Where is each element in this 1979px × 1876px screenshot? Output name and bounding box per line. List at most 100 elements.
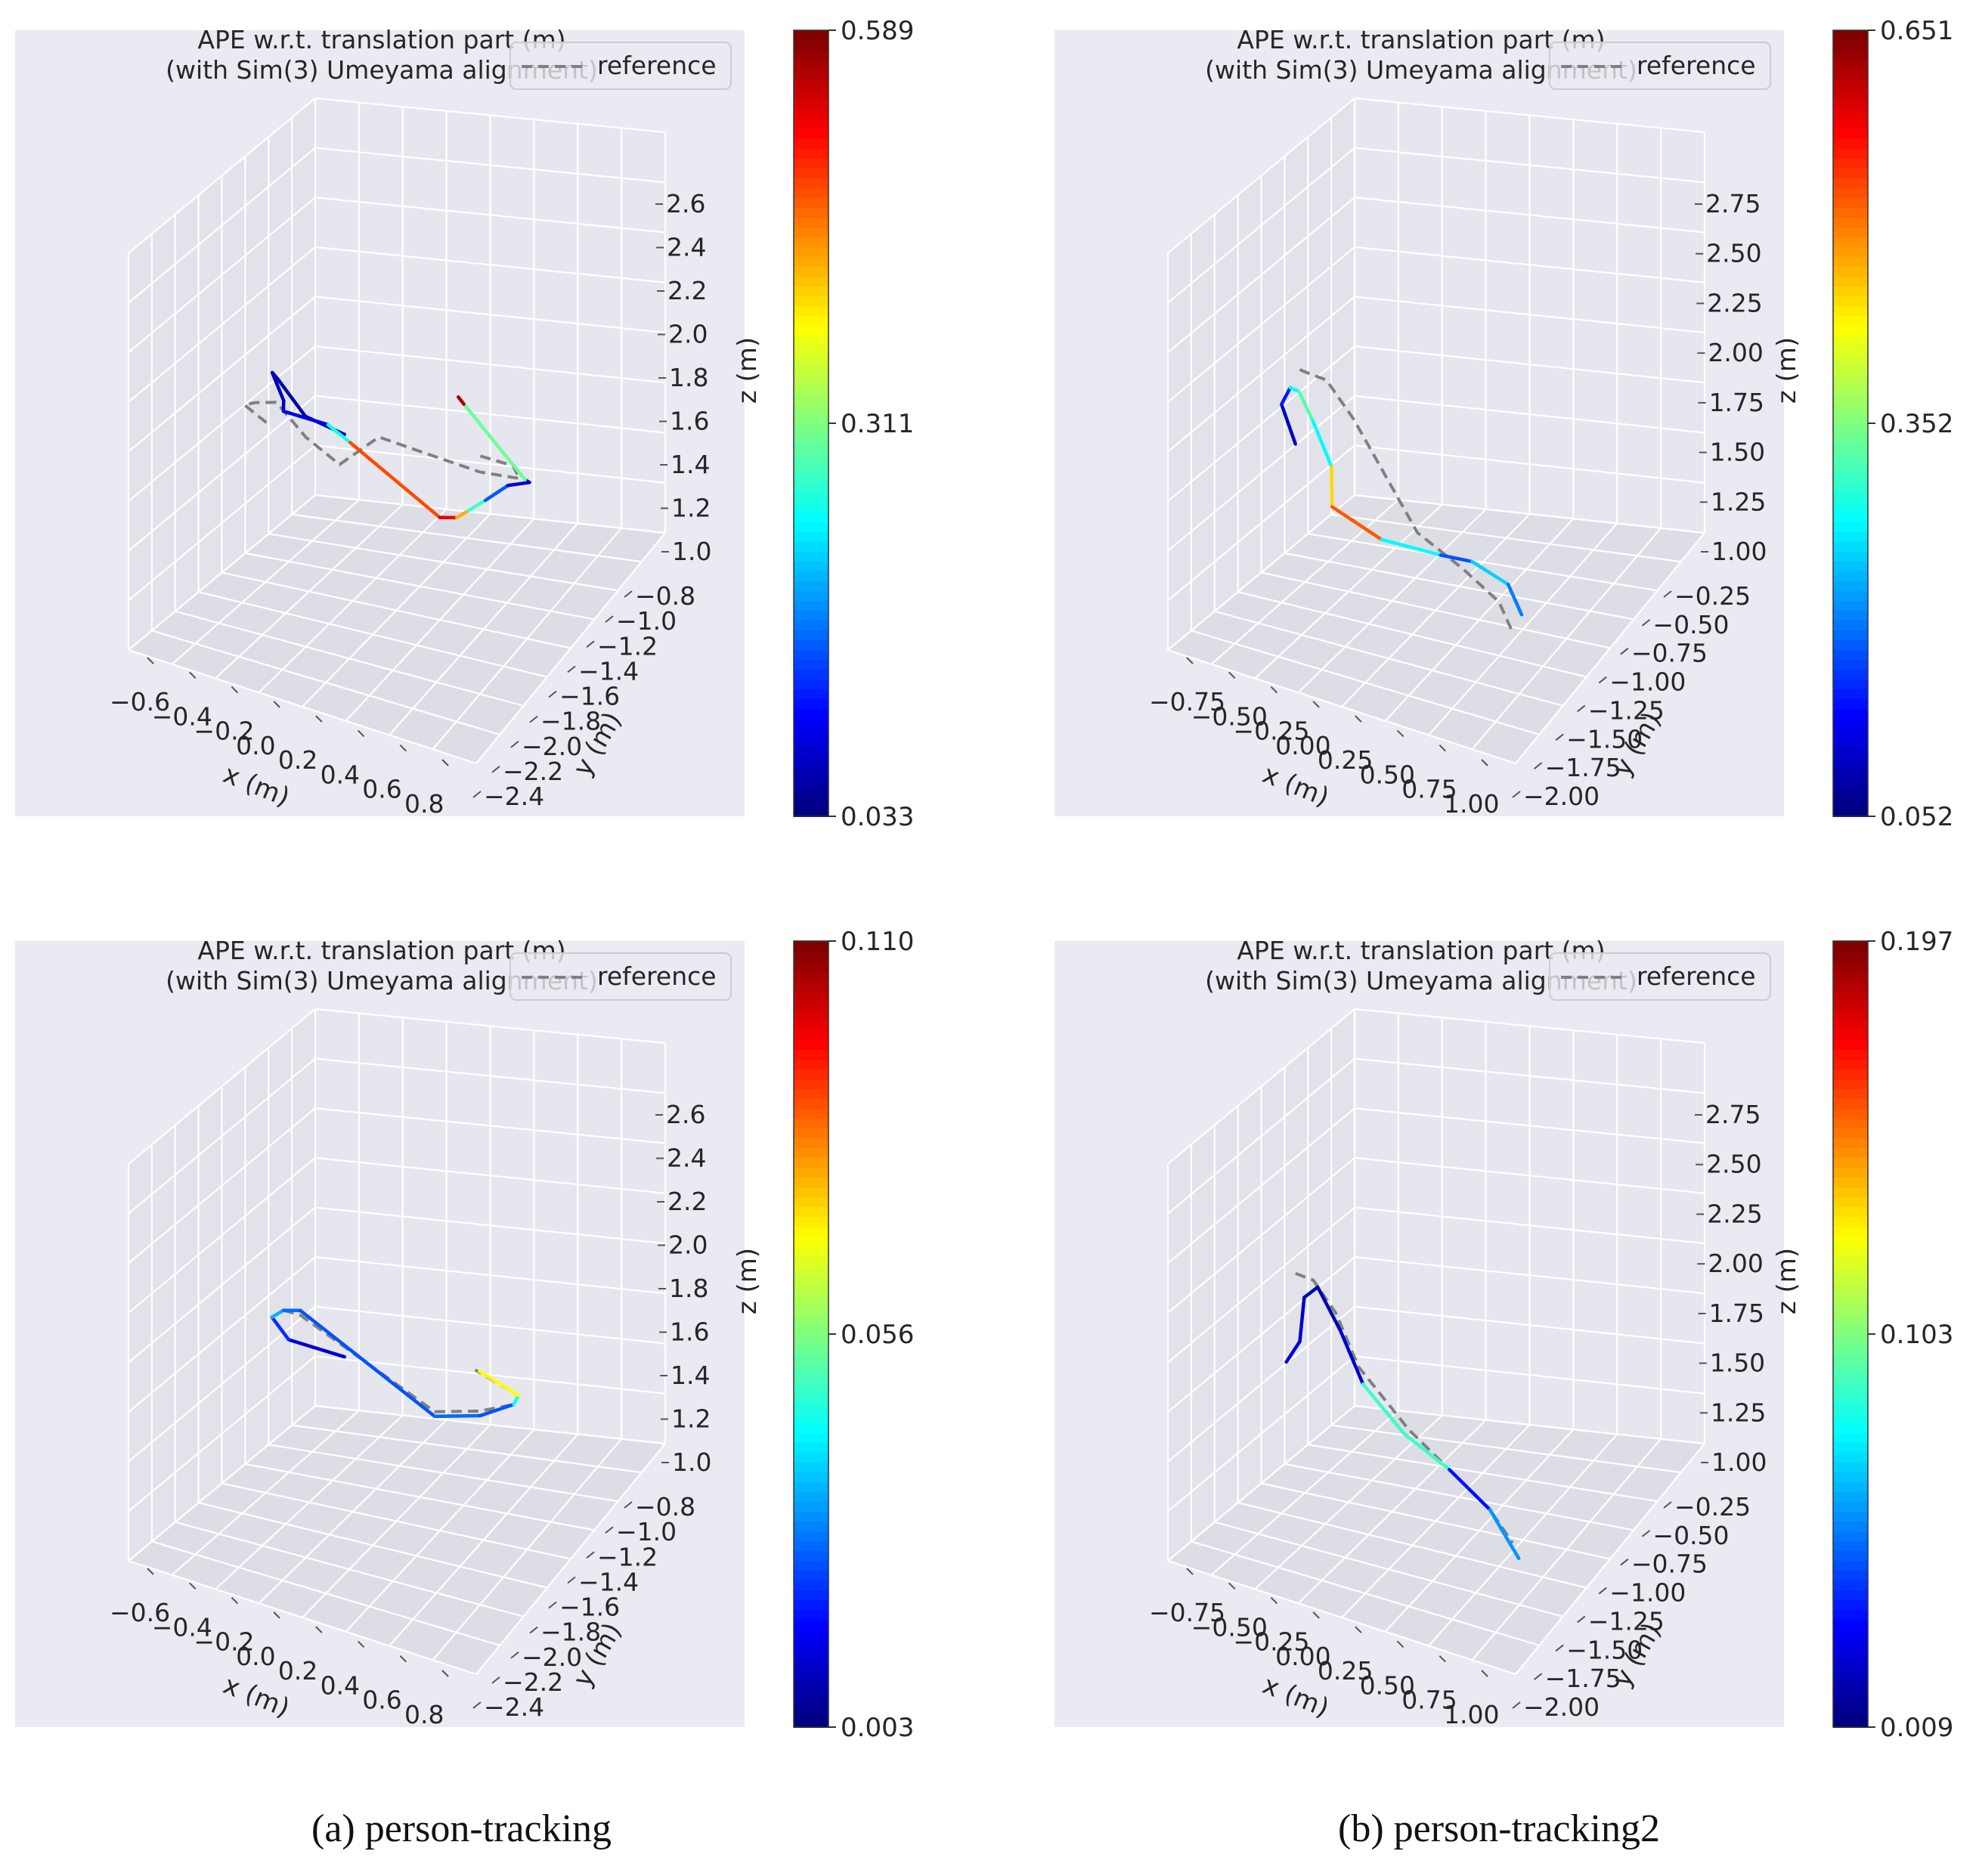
colorbar-band	[794, 374, 828, 385]
colorbar-band	[794, 364, 828, 375]
colorbar-band	[1833, 394, 1868, 404]
colorbar-band	[794, 443, 828, 454]
gridline	[1384, 518, 1575, 722]
colorbar-band	[1833, 237, 1868, 247]
colorbar-band	[1833, 561, 1868, 571]
colorbar-band	[1833, 1560, 1868, 1571]
x-tick	[1270, 1596, 1278, 1605]
x-tick	[1396, 729, 1405, 738]
z-tick-label: 1.0	[672, 1447, 711, 1477]
colorbar-band	[794, 187, 828, 198]
x-tick-label: 0.00	[1275, 731, 1330, 760]
colorbar-band	[1833, 296, 1868, 306]
colorbar-band	[794, 1599, 828, 1610]
gridline	[1384, 1429, 1575, 1633]
colorbar-band	[794, 1491, 828, 1502]
y-tick	[529, 715, 538, 723]
colorbar-band	[1833, 1324, 1868, 1335]
colorbar-band	[1833, 1629, 1868, 1639]
colorbar-band	[1833, 1521, 1868, 1531]
x-tick-label: 1.00	[1444, 789, 1499, 819]
y-tick-label: −2.2	[503, 1667, 563, 1697]
x-tick-label: 1.00	[1444, 1700, 1499, 1729]
grid	[127, 1008, 667, 1676]
gridline	[314, 1355, 666, 1395]
x-tick-label: −0.6	[110, 1598, 170, 1627]
x-tick	[1481, 759, 1488, 766]
x-tick-label: 0.75	[1401, 1686, 1457, 1715]
colorbar-band	[1833, 1314, 1868, 1325]
gridline	[1167, 395, 1355, 552]
colorbar-band	[794, 1373, 828, 1384]
colorbar-band	[794, 1521, 828, 1531]
z-tick-label: 1.75	[1709, 1299, 1764, 1328]
gridline	[1167, 1256, 1355, 1413]
colorbar-band	[1833, 1226, 1868, 1237]
gridline	[1515, 1443, 1705, 1675]
colorbar-band	[1833, 246, 1868, 257]
colorbar-band	[1833, 374, 1868, 385]
z-tick-label: 2.25	[1707, 288, 1762, 317]
z-tick-label: 2.0	[668, 320, 708, 349]
colorbar-band	[1833, 1422, 1868, 1433]
colorbar-band	[794, 227, 828, 237]
gridline	[245, 1463, 595, 1531]
estimate-segment	[478, 1402, 516, 1418]
gridline	[314, 1256, 666, 1295]
colorbar-band	[794, 30, 828, 41]
y-tick-label: −0.75	[1631, 1549, 1708, 1579]
z-tick-label: 2.50	[1706, 1150, 1761, 1179]
colorbar-band	[794, 708, 828, 719]
gridline	[1354, 1404, 1705, 1445]
series-estimate	[1284, 1285, 1521, 1561]
y-tick-label: −2.0	[522, 1642, 582, 1672]
gridline	[1354, 1355, 1705, 1395]
colorbar-band	[794, 571, 828, 581]
colorbar-band	[794, 50, 828, 60]
gridline	[345, 1429, 535, 1633]
legend: reference	[1549, 952, 1771, 1001]
colorbar-band	[1833, 669, 1868, 680]
x-tick	[1228, 1582, 1236, 1590]
colorbar-band	[1833, 512, 1868, 522]
colorbar-band	[794, 237, 828, 247]
legend-box	[509, 42, 732, 90]
colorbar-band	[794, 168, 828, 178]
chart-title: APE w.r.t. translation part (m)	[1237, 936, 1605, 965]
colorbar-band	[794, 980, 828, 991]
estimate-segment	[1338, 1329, 1365, 1386]
colorbar-band	[1833, 1187, 1868, 1197]
gridline	[1308, 533, 1658, 592]
colorbar-band	[794, 89, 828, 100]
y-tick-label: −2.00	[1523, 1692, 1600, 1722]
colorbar-band	[794, 197, 828, 208]
colorbar-band	[794, 1187, 828, 1197]
colorbar-band	[1833, 502, 1868, 512]
gridline	[128, 1355, 316, 1512]
estimate-segment	[1297, 389, 1315, 423]
legend: reference	[1549, 42, 1771, 90]
colorbar-band	[1833, 1413, 1868, 1423]
estimate-segment	[348, 441, 442, 519]
colorbar-band	[1833, 1491, 1868, 1502]
estimate-segment	[1330, 465, 1334, 509]
x-tick	[1186, 657, 1194, 664]
estimate-segment	[1470, 559, 1510, 587]
colorbar-band	[794, 1707, 828, 1718]
colorbar-band	[1833, 1295, 1868, 1305]
colorbar-band	[794, 60, 828, 70]
colorbar-band	[794, 1265, 828, 1276]
z-tick-label: 1.0	[672, 537, 711, 566]
colorbar-band	[794, 276, 828, 286]
y-tick	[567, 665, 576, 673]
gridline	[1167, 1206, 1355, 1364]
colorbar-band	[794, 1167, 828, 1178]
gridline	[345, 518, 535, 722]
estimate-segment	[462, 402, 528, 481]
colorbar-band	[1833, 1364, 1868, 1374]
gridline	[1354, 444, 1705, 484]
z-tick-label: 1.8	[669, 1274, 708, 1303]
colorbar-band	[1833, 1354, 1868, 1364]
colorbar-band	[794, 384, 828, 395]
colorbar-band	[1833, 600, 1868, 611]
